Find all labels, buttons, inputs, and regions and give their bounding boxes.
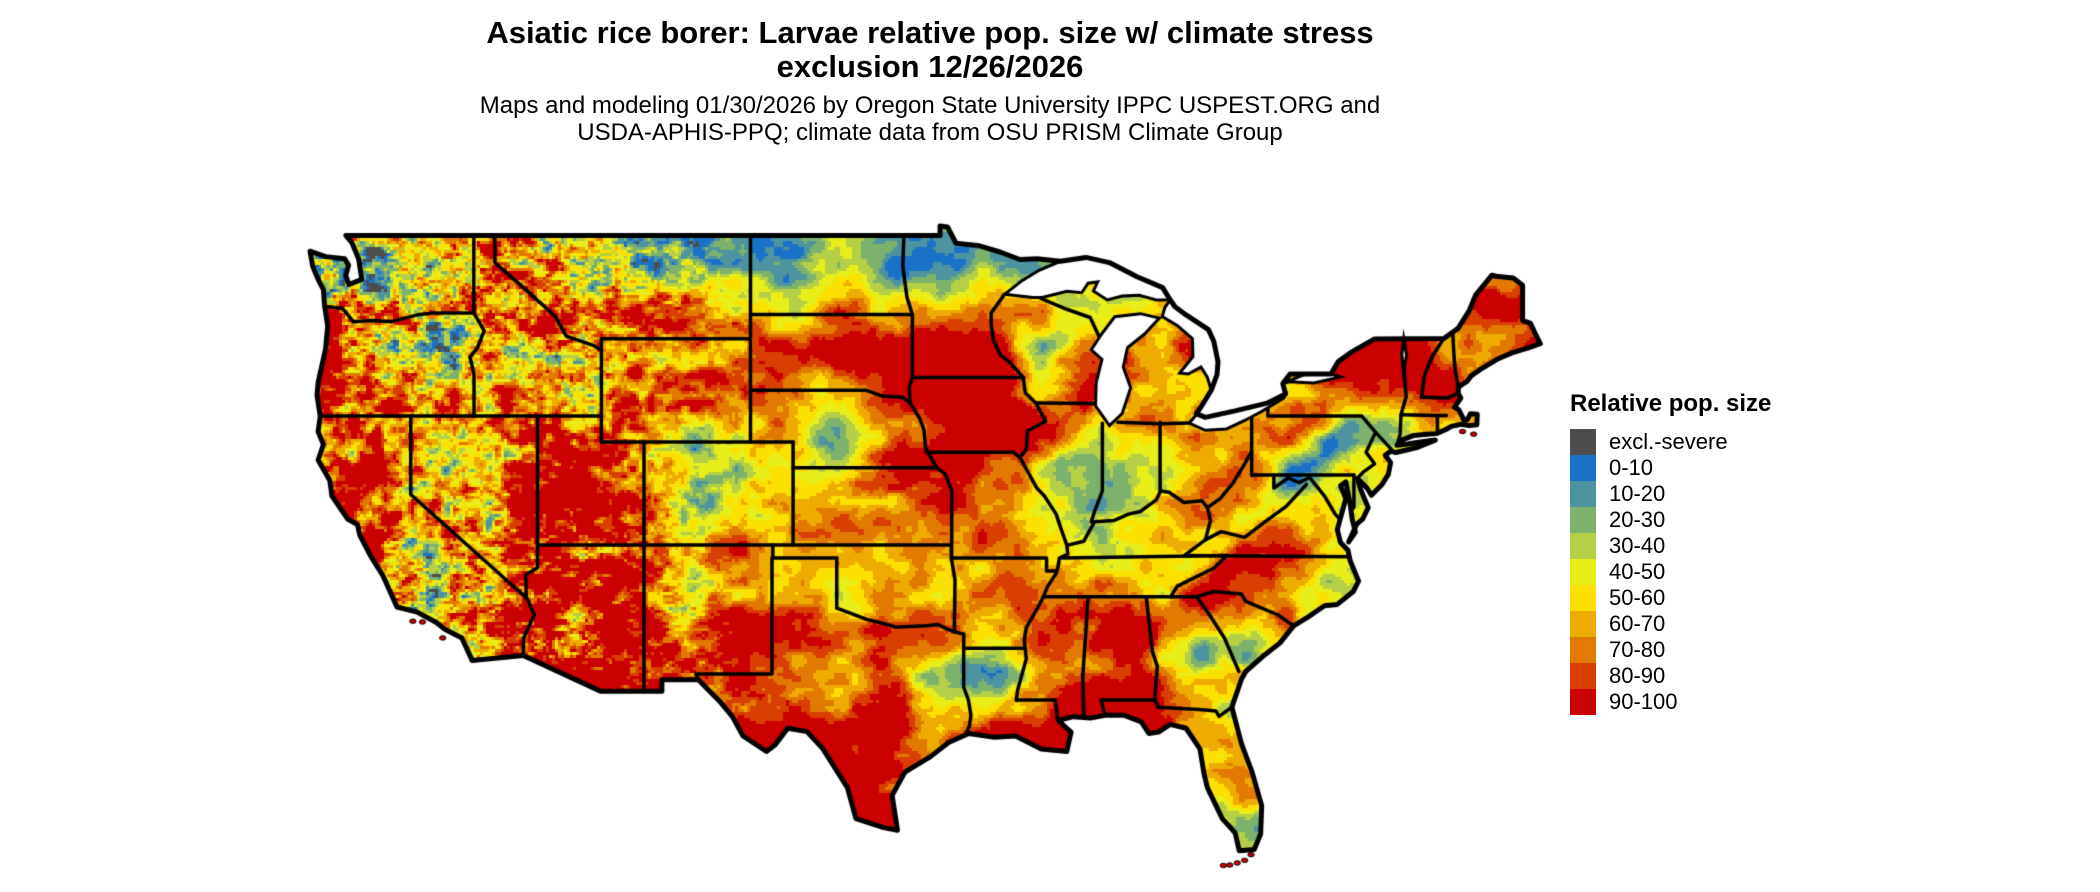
legend-entry-label: 30-40 bbox=[1609, 533, 1666, 558]
legend-swatch bbox=[1570, 585, 1596, 611]
legend-entry-label: 80-90 bbox=[1609, 663, 1666, 688]
legend-title: Relative pop. size bbox=[1570, 390, 1772, 417]
legend-entry-label: 0-10 bbox=[1609, 455, 1654, 480]
legend-entry: 70-80 bbox=[1570, 637, 1771, 663]
legend-entries: excl.-severe 0-10 10-20 20-30 30-40 40-50 50-6… bbox=[1570, 429, 1771, 715]
figure-subtitle-line1: Maps and modeling 01/30/2026 by Oregon S… bbox=[479, 92, 1381, 119]
legend-swatch bbox=[1570, 663, 1596, 689]
figure-title-line1: Asiatic rice borer: Larvae relative pop.… bbox=[486, 15, 1374, 50]
legend-entry-label: 50-60 bbox=[1609, 585, 1666, 610]
legend-entry-label: 20-30 bbox=[1609, 507, 1666, 532]
figure-title: Asiatic rice borer: Larvae relative pop.… bbox=[300, 16, 1560, 84]
legend-entry: 50-60 bbox=[1570, 585, 1771, 611]
legend-entry-label: 40-50 bbox=[1609, 559, 1666, 584]
legend-swatch bbox=[1570, 611, 1596, 637]
legend-entry: 90-100 bbox=[1570, 689, 1771, 715]
legend-entry: 20-30 bbox=[1570, 507, 1771, 533]
figure-title-line2: exclusion 12/26/2026 bbox=[776, 49, 1084, 84]
legend-swatch bbox=[1570, 429, 1596, 455]
legend-swatch bbox=[1570, 507, 1596, 533]
figure-subtitle: Maps and modeling 01/30/2026 by Oregon S… bbox=[300, 92, 1560, 146]
legend-entry-label: 10-20 bbox=[1609, 481, 1666, 506]
legend-swatch bbox=[1570, 533, 1596, 559]
map-legend: Relative pop. size excl.-severe 0-10 10-20… bbox=[1570, 390, 1771, 715]
legend-entry: 10-20 bbox=[1570, 481, 1771, 507]
us-map bbox=[300, 220, 1560, 892]
legend-swatch bbox=[1570, 689, 1596, 715]
legend-entry: 40-50 bbox=[1570, 559, 1771, 585]
legend-swatch bbox=[1570, 637, 1596, 663]
legend-entry-label: 60-70 bbox=[1609, 611, 1666, 636]
legend-entry: excl.-severe bbox=[1570, 429, 1771, 455]
legend-entry-label: excl.-severe bbox=[1609, 429, 1728, 454]
legend-entry: 60-70 bbox=[1570, 611, 1771, 637]
legend-entry: 0-10 bbox=[1570, 455, 1771, 481]
legend-entry: 30-40 bbox=[1570, 533, 1771, 559]
legend-swatch bbox=[1570, 481, 1596, 507]
us-map-canvas bbox=[300, 220, 1560, 892]
legend-swatch bbox=[1570, 455, 1596, 481]
legend-entry: 80-90 bbox=[1570, 663, 1771, 689]
legend-swatch bbox=[1570, 559, 1596, 585]
legend-entry-label: 70-80 bbox=[1609, 637, 1666, 662]
legend-entry-label: 90-100 bbox=[1609, 689, 1678, 714]
figure-subtitle-line2: USDA-APHIS-PPQ; climate data from OSU PR… bbox=[577, 119, 1283, 146]
